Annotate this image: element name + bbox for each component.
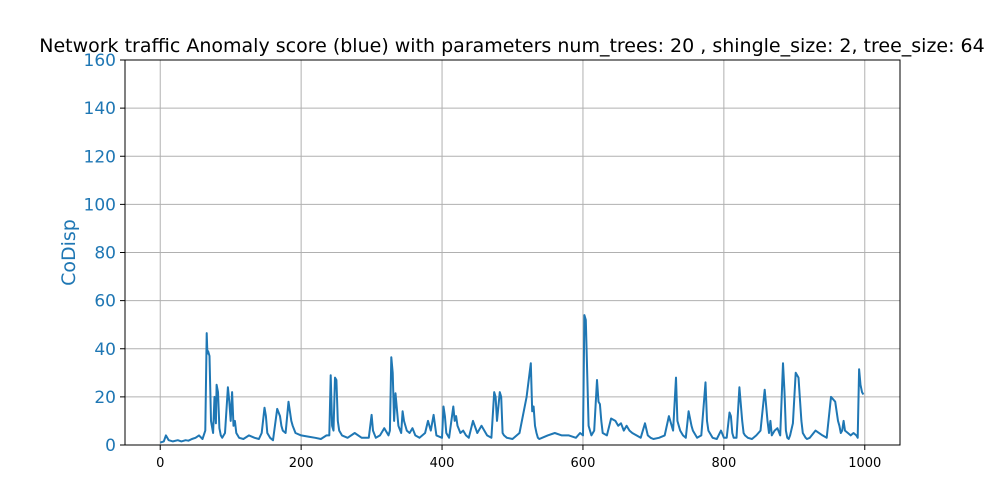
y-axis-label: CoDisp <box>58 219 80 286</box>
y-tick-label: 100 <box>84 195 116 215</box>
x-tick-label: 600 <box>571 456 596 471</box>
y-tick-label: 60 <box>94 292 116 312</box>
x-tick-label: 200 <box>289 456 314 471</box>
x-tick-label: 0 <box>156 456 164 471</box>
y-axis: 0 20 40 60 80 100 120 140 160 <box>84 51 125 456</box>
y-tick-label: 140 <box>84 99 116 119</box>
series-layer <box>159 314 865 444</box>
x-tick-label: 400 <box>430 456 455 471</box>
x-tick-label: 1000 <box>848 456 881 471</box>
chart-title: Network traffic Anomaly score (blue) wit… <box>39 35 985 57</box>
grid-lines <box>125 59 900 446</box>
y-tick-label: 160 <box>84 51 116 71</box>
y-tick-label: 0 <box>105 436 116 456</box>
y-tick-label: 20 <box>94 388 116 408</box>
y-tick-label: 80 <box>94 244 116 264</box>
y-tick-label: 120 <box>84 147 116 167</box>
x-tick-label: 800 <box>711 456 736 471</box>
x-axis: 0 200 400 600 800 1000 <box>156 445 881 471</box>
series-line-0 <box>159 314 865 444</box>
y-tick-label: 40 <box>94 340 116 360</box>
